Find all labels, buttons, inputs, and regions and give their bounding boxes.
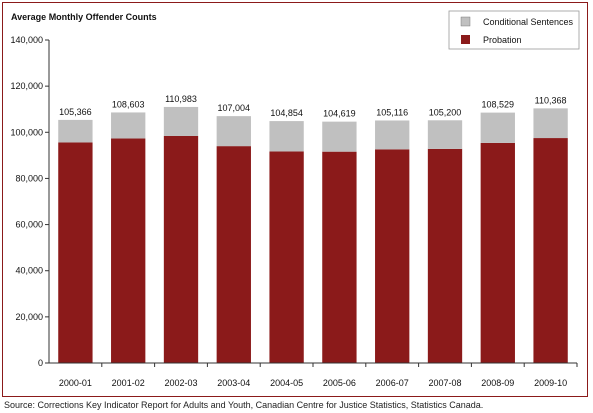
y-axis: 0 20,000 40,000 60,000 80,000 100,000 120,000 1… [10,35,50,368]
legend-swatch-conditional [460,16,471,27]
stacked-bar-chart: Average Monthly Offender Counts 0 20,000 4… [10,10,580,388]
bar-conditional-sentences-2005-06 [322,121,357,152]
y-tick-label: 20,000 [15,312,43,322]
bar-conditional-sentences-2000-01 [58,119,93,143]
legend-label-probation: Probation [483,35,522,45]
total-label: 110,368 [535,95,567,105]
total-label: 107,004 [218,103,251,113]
y-tick-label: 0 [38,358,43,368]
total-label: 104,619 [323,109,356,119]
bars [58,106,568,363]
total-label: 105,366 [59,107,92,117]
bar-conditional-sentences-2001-02 [111,112,146,139]
bar-probation-2005-06 [322,151,357,363]
x-tick-label: 2001-02 [112,378,145,388]
y-tick-label: 100,000 [10,127,43,137]
bar-conditional-sentences-2008-09 [480,112,515,143]
bar-probation-2002-03 [163,135,199,363]
x-tick-label: 2000-01 [59,378,92,388]
bar-conditional-sentences-2009-10 [533,108,568,139]
total-label: 110,983 [165,94,197,104]
y-tick-label: 120,000 [10,81,43,91]
y-tick-label: 140,000 [10,35,43,45]
bar-conditional-sentences-2006-07 [375,120,410,150]
x-tick-label: 2008-09 [481,378,514,388]
bar-conditional-sentences-2002-03 [163,106,199,136]
bar-conditional-sentences-2003-04 [216,116,251,147]
total-labels: 105,366 108,603 110,983 107,004 104,854 104,6… [59,94,566,119]
bar-probation-2008-09 [480,142,515,363]
x-tick-label: 2002-03 [164,378,197,388]
x-axis: 2000-01 2001-02 2002-03 2003-04 2004-05 2005-… [49,362,578,388]
x-tick-label: 2009-10 [534,378,567,388]
x-tick-label: 2007-08 [428,378,461,388]
total-label: 105,116 [376,107,408,117]
total-label: 108,529 [482,100,515,110]
x-tick-label: 2004-05 [270,378,303,388]
legend-swatch-probation [461,35,470,44]
legend-box [448,10,580,50]
bar-probation-2000-01 [58,142,93,363]
bar-probation-2007-08 [427,148,463,363]
total-label: 105,200 [429,107,462,117]
x-tick-label: 2006-07 [376,378,409,388]
legend: Conditional Sentences Probation [448,10,580,50]
bar-conditional-sentences-2007-08 [427,120,463,149]
x-tick-label: 2005-06 [323,378,356,388]
x-tick-label: 2003-04 [217,378,250,388]
y-tick-label: 80,000 [15,173,43,183]
y-tick-label: 60,000 [15,220,43,230]
total-label: 108,603 [112,99,145,109]
bar-probation-2001-02 [111,138,146,363]
chart-frame: Average Monthly Offender Counts 0 20,000 4… [2,2,588,397]
chart-title: Average Monthly Offender Counts [11,12,157,22]
bar-conditional-sentences-2004-05 [269,121,304,152]
total-label: 104,854 [270,108,303,118]
legend-label-conditional: Conditional Sentences [483,17,574,27]
bar-probation-2004-05 [269,151,304,363]
bar-probation-2003-04 [216,146,251,363]
source-note: Source: Corrections Key Indicator Report… [4,400,484,410]
bar-probation-2006-07 [375,149,410,363]
bar-probation-2009-10 [533,138,568,363]
y-tick-label: 40,000 [15,266,43,276]
